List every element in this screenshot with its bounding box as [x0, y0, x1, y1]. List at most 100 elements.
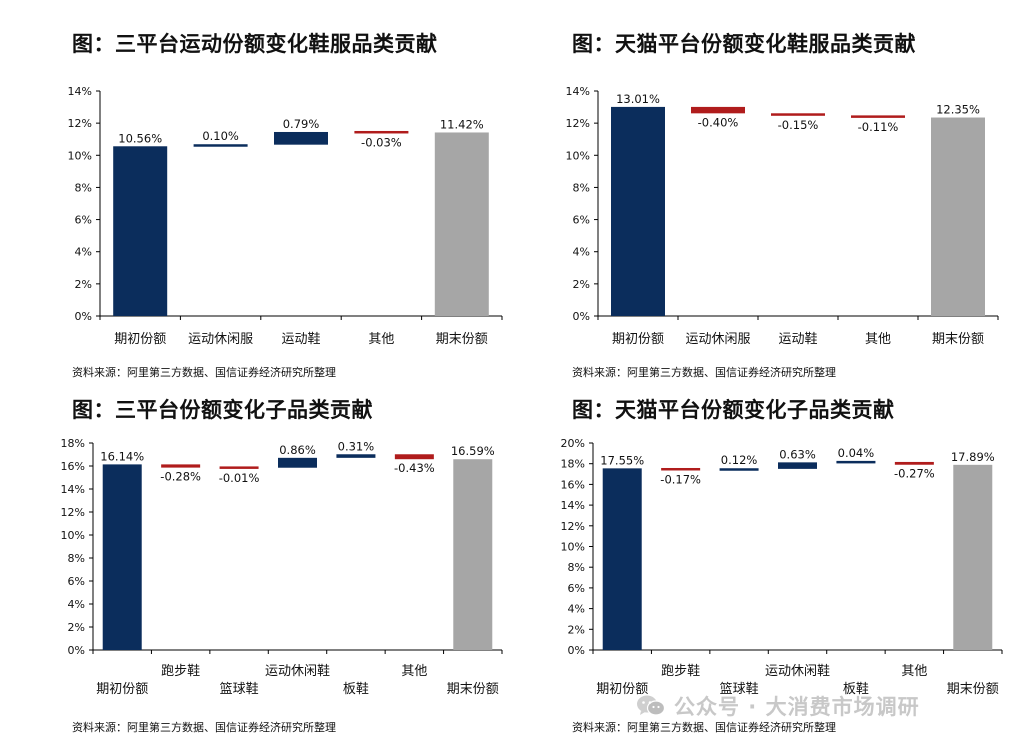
y-tick-label: 2%: [68, 621, 85, 634]
data-label: 0.31%: [338, 439, 375, 453]
category-label: 期末份额: [447, 682, 499, 697]
data-label: -0.28%: [160, 470, 201, 484]
category-label: 其他: [401, 664, 427, 679]
chart-panel-4: 图：天猫平台份额变化子品类贡献 0% 2% 4% 6% 8% 10% 12% 14% 16% 18…: [510, 372, 1020, 744]
bar: [336, 454, 376, 458]
y-tick-label: 2%: [75, 278, 92, 291]
chart-title: 图：三平台运动份额变化鞋服品类贡献: [72, 32, 438, 56]
category-label: 跑步鞋: [161, 663, 200, 679]
bar: [691, 106, 745, 114]
bar: [453, 459, 493, 650]
category-label: 期初份额: [596, 682, 648, 697]
data-label: -0.27%: [894, 467, 935, 481]
y-tick-label: 10%: [566, 149, 590, 162]
chart-panel-1: 图：三平台运动份额变化鞋服品类贡献 0% 2% 4% 6% 8% 10% 12% 14% 10.…: [0, 0, 510, 379]
y-tick-label: 16%: [61, 460, 85, 473]
bar: [778, 462, 817, 469]
waterfall-chart-4: 0% 2% 4% 6% 8% 10% 12% 14% 16% 18% 20% 17.55% 期初份额 -0…: [561, 437, 1003, 697]
y-tick-label: 18%: [61, 437, 85, 450]
data-label: 13.01%: [616, 92, 660, 106]
chart-title: 图：三平台份额变化子品类贡献: [72, 398, 373, 422]
category-label: 期末份额: [932, 332, 984, 347]
category-label: 期初份额: [96, 682, 148, 697]
category-label: 板鞋: [343, 681, 369, 697]
data-label: 17.55%: [600, 453, 644, 467]
chart-panel-3: 图：三平台份额变化子品类贡献 0% 2% 4% 6% 8% 10% 12% 14% 16% 18%…: [0, 372, 510, 744]
y-tick-label: 14%: [61, 483, 85, 496]
bar: [193, 144, 248, 147]
data-label: 16.59%: [451, 444, 495, 458]
waterfall-chart-3: 0% 2% 4% 6% 8% 10% 12% 14% 16% 18% 16.14% 期初份额 -0.28…: [61, 437, 503, 697]
data-label: 0.12%: [721, 453, 758, 467]
y-tick-label: 8%: [568, 561, 585, 574]
data-label: -0.15%: [778, 118, 819, 132]
bar: [219, 466, 259, 469]
y-tick-label: 18%: [561, 458, 585, 471]
category-label: 跑步鞋: [661, 663, 700, 679]
data-label: 0.63%: [779, 447, 816, 461]
y-tick-label: 6%: [573, 214, 590, 227]
y-tick-label: 4%: [568, 603, 585, 616]
data-label: 11.42%: [440, 117, 484, 131]
y-tick-label: 12%: [61, 506, 85, 519]
chart-title: 图：天猫平台份额变化子品类贡献: [572, 398, 895, 422]
bar: [719, 468, 759, 471]
y-tick-label: 6%: [75, 214, 92, 227]
data-label: -0.17%: [660, 472, 701, 486]
y-tick-label: 8%: [68, 552, 85, 565]
data-label: -0.11%: [858, 120, 899, 134]
data-label: 12.35%: [936, 103, 980, 117]
y-tick-label: 8%: [75, 181, 92, 194]
y-tick-label: 6%: [68, 575, 85, 588]
bar: [434, 132, 489, 316]
wechat-icon: [636, 694, 666, 718]
category-label: 篮球鞋: [720, 681, 759, 697]
category-label: 其他: [865, 332, 891, 347]
category-label: 运动鞋: [778, 331, 817, 347]
bar: [771, 113, 825, 116]
y-tick-label: 0%: [75, 310, 92, 323]
bar: [953, 464, 993, 650]
y-tick-label: 12%: [566, 117, 590, 130]
data-label: 17.89%: [951, 450, 995, 464]
y-tick-label: 16%: [561, 478, 585, 491]
data-label: -0.01%: [219, 471, 260, 485]
data-label: 10.56%: [118, 131, 162, 145]
data-label: -0.43%: [394, 461, 435, 475]
data-label: 0.04%: [838, 446, 875, 460]
source-note: 资料来源：阿里第三方数据、国信证券经济研究所整理: [572, 366, 836, 379]
category-label: 运动休闲服: [188, 332, 253, 347]
waterfall-chart-1: 0% 2% 4% 6% 8% 10% 12% 14% 10.56% 期初份额 0.10% 运动休闲服 0…: [68, 85, 503, 347]
category-label: 期初份额: [114, 332, 166, 347]
source-note: 资料来源：阿里第三方数据、国信证券经济研究所整理: [572, 721, 836, 734]
data-label: -0.40%: [698, 115, 739, 129]
bar: [894, 461, 934, 465]
waterfall-chart-2: 0% 2% 4% 6% 8% 10% 12% 14% 13.01% 期初份额 -0.40% 运动休闲服…: [566, 85, 999, 347]
data-label: 0.79%: [283, 117, 320, 131]
category-label: 期末份额: [436, 332, 488, 347]
source-note: 资料来源：阿里第三方数据、国信证券经济研究所整理: [72, 721, 336, 734]
bar: [836, 460, 876, 464]
bar: [394, 454, 434, 460]
category-label: 期末份额: [947, 682, 999, 697]
y-tick-label: 12%: [68, 117, 92, 130]
category-label: 运动鞋: [281, 331, 320, 347]
category-label: 运动休闲鞋: [765, 663, 830, 679]
category-label: 篮球鞋: [220, 681, 259, 697]
bar: [661, 467, 701, 471]
y-tick-label: 2%: [573, 278, 590, 291]
bar: [113, 146, 168, 316]
bar: [354, 130, 409, 134]
data-label: 0.10%: [202, 129, 239, 143]
y-tick-label: 0%: [68, 644, 85, 657]
watermark-text: 公众号 · 大消费市场调研: [674, 695, 920, 719]
category-label: 板鞋: [843, 681, 869, 697]
y-tick-label: 2%: [568, 623, 585, 636]
chart-panel-2: 图：天猫平台份额变化鞋服品类贡献 0% 2% 4% 6% 8% 10% 12% 14% 13.0…: [510, 0, 1020, 379]
y-tick-label: 8%: [573, 181, 590, 194]
y-tick-label: 0%: [573, 310, 590, 323]
bar: [102, 464, 142, 650]
y-tick-label: 12%: [561, 520, 585, 533]
data-label: 16.14%: [100, 449, 144, 463]
chart-title: 图：天猫平台份额变化鞋服品类贡献: [572, 32, 916, 56]
